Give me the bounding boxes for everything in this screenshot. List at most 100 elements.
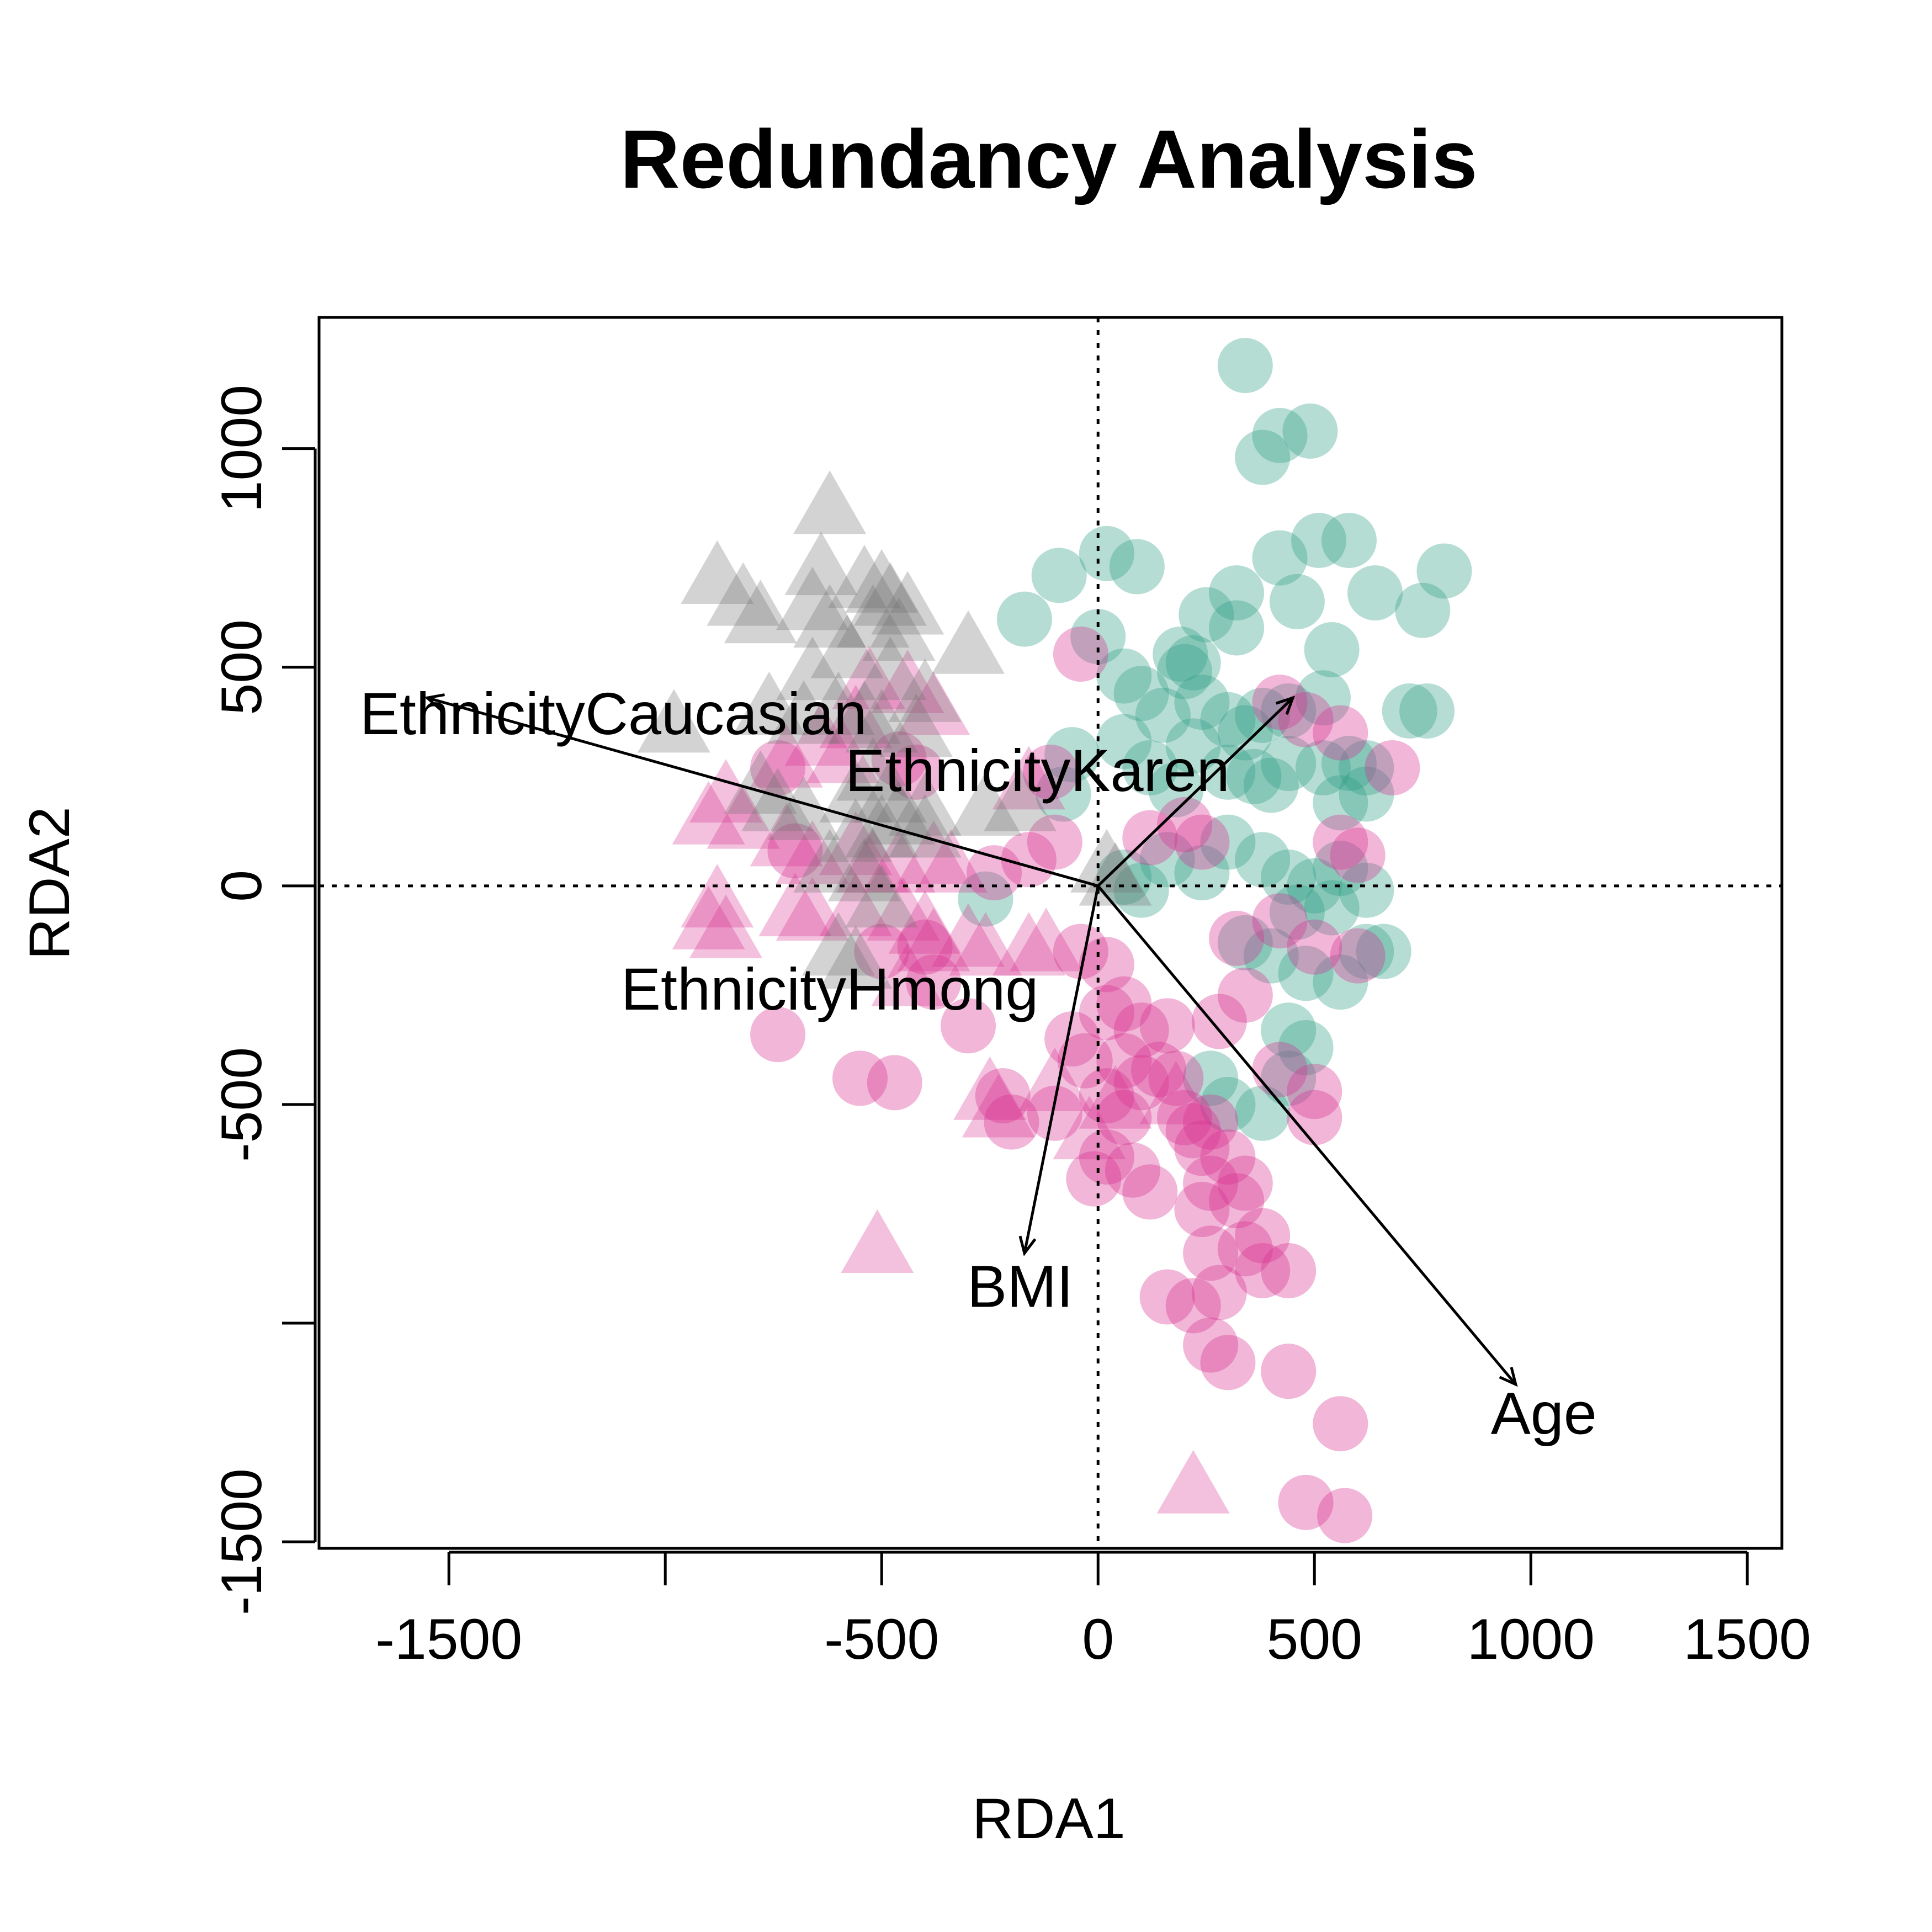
data-point-circle xyxy=(1261,849,1317,905)
data-point-triangle xyxy=(724,580,797,644)
data-point-circle xyxy=(1243,757,1299,813)
data-point-circle xyxy=(1023,744,1078,800)
data-point-circle xyxy=(958,871,1013,927)
data-point-triangle xyxy=(689,759,762,823)
data-point-circle xyxy=(1252,407,1308,463)
data-point-triangle xyxy=(867,877,940,941)
data-point-circle xyxy=(1235,429,1291,485)
data-point-circle xyxy=(1278,1474,1334,1530)
data-point-circle xyxy=(975,1068,1031,1124)
data-point-triangle xyxy=(953,1056,1027,1120)
data-point-circle xyxy=(1295,670,1351,726)
data-point-circle xyxy=(1079,985,1134,1041)
data-point-triangle xyxy=(681,864,754,928)
y-tick-label: 0 xyxy=(210,870,274,902)
data-point-triangle xyxy=(836,829,910,893)
data-point-circle xyxy=(1339,862,1394,918)
x-tick-label: 1000 xyxy=(1467,1607,1595,1671)
data-point-circle xyxy=(1200,1076,1256,1132)
data-point-circle xyxy=(1330,827,1386,883)
data-point-circle xyxy=(1157,797,1213,852)
data-point-circle xyxy=(1261,1050,1317,1106)
data-point-triangle xyxy=(841,1209,914,1273)
y-tick-label: -500 xyxy=(210,1047,274,1162)
data-point-circle xyxy=(1252,530,1308,586)
data-point-circle xyxy=(888,744,944,800)
vector-arrow-line xyxy=(1097,885,1517,1386)
data-point-circle xyxy=(1027,814,1082,870)
vector-label: Age xyxy=(1491,1379,1597,1446)
data-point-triangle xyxy=(888,890,962,954)
data-point-circle xyxy=(1157,644,1213,699)
vector-arrowhead xyxy=(1018,1235,1037,1256)
data-point-circle xyxy=(1139,832,1195,888)
data-point-triangle xyxy=(819,873,893,937)
data-point-circle xyxy=(1027,1085,1082,1141)
data-point-triangle xyxy=(1139,1060,1213,1124)
chart-title: Redundancy Analysis xyxy=(620,113,1477,205)
data-point-triangle xyxy=(767,680,841,744)
data-point-circle xyxy=(1139,998,1195,1054)
data-point-circle xyxy=(1243,928,1299,984)
data-point-circle xyxy=(1261,1243,1317,1298)
data-point-triangle xyxy=(888,772,962,836)
data-point-circle xyxy=(1079,526,1134,581)
data-point-circle xyxy=(1235,832,1291,888)
data-point-triangle xyxy=(1018,1047,1091,1111)
data-point-triangle xyxy=(949,912,1022,976)
data-point-circle xyxy=(1036,766,1091,822)
data-point-triangle xyxy=(879,693,953,757)
data-point-triangle xyxy=(862,829,936,893)
data-point-circle xyxy=(1113,1055,1169,1111)
data-point-circle xyxy=(1200,1129,1256,1185)
data-point-circle xyxy=(1313,841,1368,896)
data-point-triangle xyxy=(724,750,797,814)
data-point-circle xyxy=(1157,1090,1213,1145)
data-point-circle xyxy=(906,954,962,1010)
data-point-triangle xyxy=(784,702,858,766)
data-point-triangle xyxy=(767,776,841,840)
reference-lines xyxy=(319,317,1782,1548)
data-point-triangle xyxy=(992,746,1065,810)
data-point-triangle xyxy=(819,684,893,749)
data-point-triangle xyxy=(845,689,919,753)
data-point-triangle xyxy=(862,781,936,845)
data-point-circle xyxy=(1217,705,1273,761)
data-point-triangle xyxy=(733,671,806,735)
data-point-circle xyxy=(1252,893,1308,949)
y-tick-label: -1500 xyxy=(210,1468,274,1615)
data-point-circle xyxy=(1096,976,1152,1032)
data-point-circle xyxy=(1304,622,1360,678)
data-point-triangle xyxy=(819,811,893,875)
data-point-triangle xyxy=(1079,1065,1152,1129)
data-point-circle xyxy=(1174,675,1230,730)
data-point-circle xyxy=(1174,1182,1230,1238)
data-point-triangle xyxy=(750,803,823,867)
data-point-triangle xyxy=(758,873,832,937)
data-point-circle xyxy=(871,731,927,787)
data-point-triangle xyxy=(707,562,780,626)
vector-label: EthnicityCaucasian xyxy=(360,680,867,747)
data-point-circle xyxy=(1135,687,1191,743)
data-point-circle xyxy=(1139,1269,1195,1325)
data-point-circle xyxy=(1313,1396,1368,1452)
data-point-circle xyxy=(1209,1173,1265,1229)
data-point-circle xyxy=(1382,683,1437,739)
data-point-triangle xyxy=(845,864,919,928)
vector-label: BMI xyxy=(967,1253,1073,1320)
data-point-circle xyxy=(1313,814,1368,870)
data-point-triangle xyxy=(984,767,1057,831)
data-point-circle xyxy=(1031,548,1087,603)
data-point-circle xyxy=(1174,1121,1230,1176)
data-point-circle xyxy=(1179,587,1234,643)
data-point-triangle xyxy=(962,1074,1035,1138)
data-point-circle xyxy=(1217,915,1273,970)
data-point-circle xyxy=(1131,1042,1187,1097)
data-point-triangle xyxy=(776,566,849,630)
data-point-triangle xyxy=(819,798,893,862)
data-point-circle xyxy=(1113,666,1169,721)
data-point-triangle xyxy=(793,584,867,648)
data-point-triangle xyxy=(932,903,1005,967)
biplot-vectors xyxy=(424,693,1518,1387)
vector-label: EthnicityKaren xyxy=(845,737,1229,804)
